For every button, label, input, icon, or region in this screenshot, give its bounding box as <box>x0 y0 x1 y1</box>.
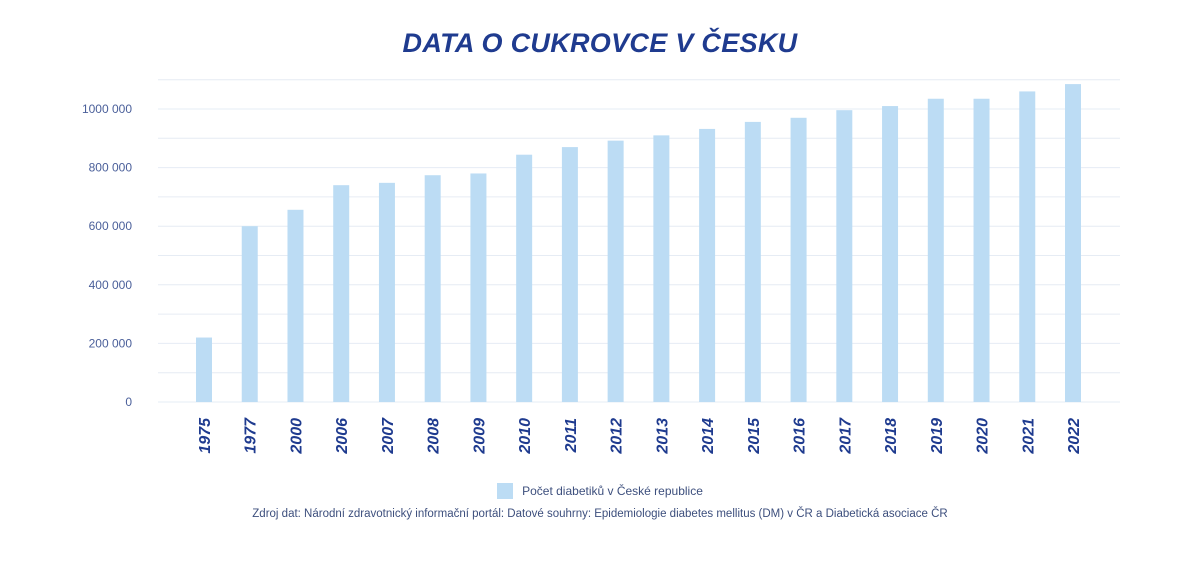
legend-label: Počet diabetiků v České republice <box>522 484 703 498</box>
bar-2007 <box>378 182 395 402</box>
bar-2009 <box>470 173 487 402</box>
x-tick-label: 2016 <box>792 418 809 455</box>
x-tick-label: 2007 <box>380 417 397 455</box>
x-tick-label: 2013 <box>654 418 671 455</box>
x-tick-label: 2020 <box>975 418 992 455</box>
x-tick-label: 2019 <box>929 418 946 455</box>
bar-2000 <box>287 209 304 402</box>
bar-2006 <box>333 185 350 402</box>
x-tick-label: 2018 <box>883 418 900 455</box>
bars <box>196 84 1081 403</box>
x-tick-label: 2000 <box>288 418 305 455</box>
x-tick-label: 2009 <box>471 418 488 455</box>
bar-2013 <box>653 135 670 402</box>
legend: Počet diabetiků v České republice <box>0 483 1200 499</box>
bar-2010 <box>516 154 533 402</box>
y-axis: 0 200 000 400 000 600 000 800 000 1000 000 <box>82 102 132 409</box>
x-tick-label: 2015 <box>746 417 763 455</box>
bar-2016 <box>790 117 807 402</box>
y-tick-label: 600 000 <box>89 219 133 233</box>
bar-1977 <box>241 226 258 402</box>
y-tick-label: 1000 000 <box>82 102 132 116</box>
x-tick-label: 2014 <box>700 418 717 455</box>
x-tick-label: 2008 <box>426 418 443 455</box>
chart-title: DATA O CUKROVCE V ČESKU <box>402 28 798 58</box>
bar-1975 <box>196 337 212 402</box>
y-tick-label: 400 000 <box>89 278 133 292</box>
bar-2021 <box>1019 91 1036 403</box>
bar-2011 <box>561 147 578 402</box>
x-tick-label: 2006 <box>334 418 351 455</box>
bar-2015 <box>744 121 761 402</box>
x-tick-label: 2012 <box>609 418 626 455</box>
bar-2008 <box>424 175 441 402</box>
bar-2012 <box>607 140 624 403</box>
x-tick-label: 2017 <box>837 417 854 455</box>
x-tick-label: 2022 <box>1066 418 1083 455</box>
x-tick-label: 1977 <box>243 417 260 454</box>
bar-2019 <box>927 98 944 403</box>
bar-2017 <box>836 110 853 402</box>
legend-swatch <box>497 483 514 499</box>
x-tick-label: 1975 <box>197 417 214 454</box>
y-tick-label: 0 <box>125 395 132 409</box>
x-tick-label: 2011 <box>563 418 580 454</box>
x-tick-label: 2021 <box>1020 418 1037 455</box>
y-tick-label: 200 000 <box>89 336 133 350</box>
x-tick-label: 2010 <box>517 418 534 455</box>
bar-2022 <box>1065 84 1081 402</box>
x-axis: 1975 1977 2000 2006 2007 2008 2009 2010 2011 2012… <box>197 417 1083 455</box>
bar-2018 <box>882 106 899 402</box>
bar-2014 <box>699 128 716 402</box>
y-tick-label: 800 000 <box>89 161 133 175</box>
grid-lines <box>158 79 1120 403</box>
bar-2020 <box>973 98 990 403</box>
source-note: Zdroj dat: Národní zdravotnický informač… <box>252 508 948 520</box>
